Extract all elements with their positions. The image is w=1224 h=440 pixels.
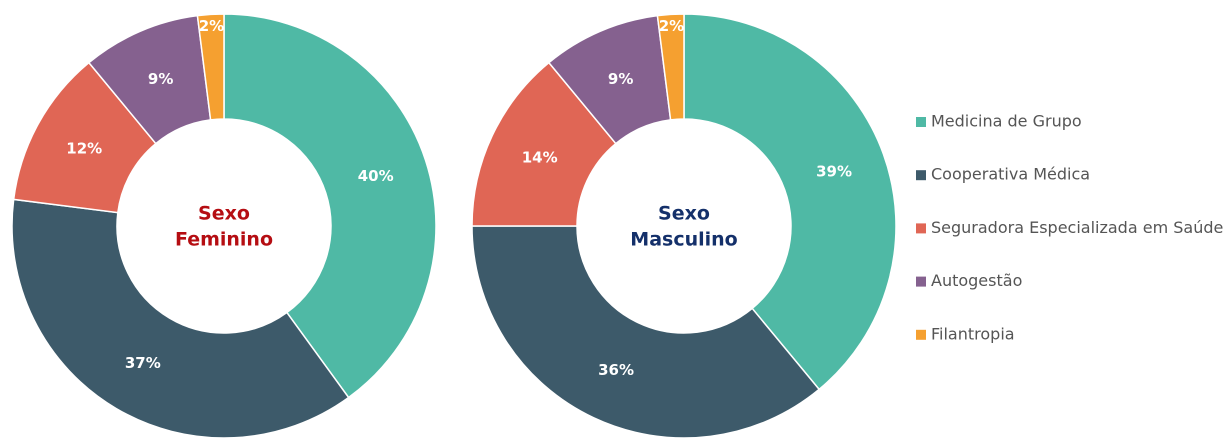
legend-label: Medicina de Grupo — [931, 112, 1082, 131]
slice-label: 36% — [598, 361, 634, 379]
donut-slice — [471, 61, 617, 227]
legend-swatch — [916, 117, 926, 127]
donut-slice — [656, 13, 685, 121]
donut-slice — [471, 225, 821, 439]
legend-label: Seguradora Especializada em Saúde — [931, 218, 1223, 237]
legend-swatch — [916, 276, 926, 287]
chart-title: Masculino — [630, 229, 737, 251]
slice-label: 9% — [608, 70, 633, 88]
slice-label: 40% — [358, 167, 394, 185]
slice-label: 14% — [522, 149, 558, 167]
slice-label: 39% — [816, 162, 852, 180]
chart-title: Sexo — [198, 203, 250, 225]
donut-slice — [223, 13, 437, 399]
chart-title: Sexo — [658, 203, 710, 225]
legend-swatch — [916, 223, 926, 234]
chart-title: Feminino — [175, 229, 273, 251]
slice-label: 9% — [148, 70, 173, 88]
legend-swatch — [916, 329, 926, 340]
legend-label: Filantropia — [931, 324, 1015, 343]
slice-label: 2% — [659, 17, 684, 35]
donut-slice — [196, 13, 225, 121]
legend-label: Cooperativa Médica — [931, 165, 1090, 184]
slice-label: 12% — [66, 140, 102, 158]
legend-swatch — [916, 170, 926, 181]
legend-label: Autogestão — [931, 271, 1022, 290]
donut-slice — [683, 13, 897, 391]
donut-slice — [11, 198, 350, 439]
slice-label: 2% — [199, 17, 224, 35]
slice-label: 37% — [125, 354, 161, 372]
